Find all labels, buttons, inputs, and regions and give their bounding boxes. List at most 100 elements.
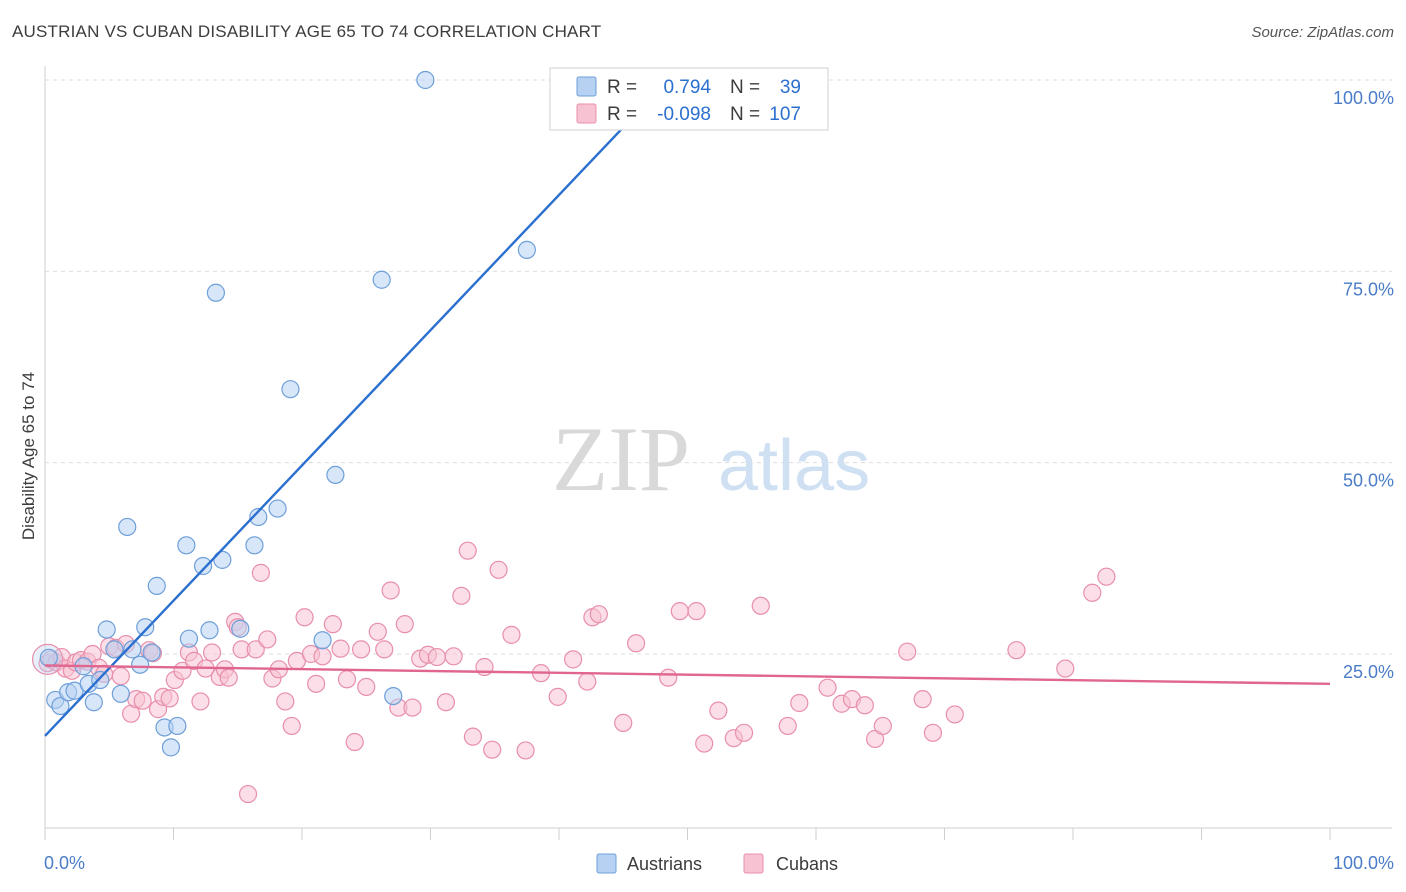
austrians-trend-line [44, 79, 670, 737]
cubans-point [111, 667, 130, 686]
austrians-point [517, 240, 536, 260]
legend-cubans-r-label: R = [607, 104, 637, 125]
x-tick-label-max: 100.0% [1333, 853, 1394, 873]
cubans-point [502, 625, 521, 644]
austrians-point [84, 693, 103, 712]
legend-austrians-r-value: 0.794 [663, 77, 711, 98]
legend-bottom-cubans-swatch [743, 853, 764, 874]
cubans-point [276, 692, 295, 711]
cubans-point [352, 640, 371, 659]
austrians-point [147, 576, 166, 595]
cubans-point [282, 716, 301, 736]
cubans-point [898, 642, 917, 661]
cubans-point [855, 696, 874, 715]
austrians-point [130, 655, 150, 674]
cubans-point [246, 640, 265, 659]
legend-bottom-austrians-label: Austrians [627, 854, 702, 874]
cubans-point [1083, 583, 1102, 602]
legend-bottom: Austrians Cubans [596, 853, 838, 874]
austrians-point [111, 684, 130, 703]
cubans-point [160, 689, 179, 708]
austrians-point [39, 648, 58, 667]
austrians-point [142, 643, 161, 662]
austrians-point [97, 620, 116, 639]
austrians-point [384, 686, 403, 706]
cubans-point [463, 727, 483, 746]
austrians-point [245, 536, 264, 555]
austrians-point [206, 283, 226, 302]
cubans-point [258, 630, 277, 649]
austrians-point [168, 716, 187, 736]
legend-top: R = 0.794 N = 39 R = -0.098 N = 107 [549, 67, 829, 131]
cubans-point [923, 723, 943, 742]
cubans-point [1007, 641, 1026, 660]
cubans-point [751, 596, 770, 615]
cubans-point [345, 732, 364, 752]
cubans-point [913, 690, 932, 709]
legend-bottom-austrians-swatch [596, 853, 617, 874]
legend-austrians-n-label: N = [730, 77, 760, 98]
watermark-zip: ZIP [552, 408, 690, 510]
cubans-point [564, 650, 583, 669]
cubans-point [945, 705, 964, 724]
cubans-point [734, 723, 754, 742]
cubans-point [331, 639, 350, 658]
austrians-point [200, 621, 219, 640]
cubans-point [589, 605, 608, 624]
austrians-point [51, 696, 70, 716]
gridlines [45, 79, 1392, 655]
cubans-point [381, 581, 400, 600]
cubans-point [483, 740, 502, 759]
austrians-point [268, 499, 287, 518]
cubans-point [458, 541, 477, 560]
cubans-point [375, 640, 394, 659]
legend-cubans-n-label: N = [730, 104, 760, 125]
cubans-point [436, 693, 456, 712]
legend-cubans-n-value: 107 [769, 104, 801, 125]
cubans-point [251, 563, 270, 582]
cubans-point [295, 608, 314, 627]
cubans-point [219, 668, 238, 687]
cubans-point [238, 784, 258, 804]
cubans-point [307, 674, 326, 693]
chart-title: AUSTRIAN VS CUBAN DISABILITY AGE 65 TO 7… [12, 22, 602, 41]
cubans-point [1097, 567, 1116, 586]
legend-austrians-swatch [576, 76, 597, 97]
x-tick-label-min: 0.0% [44, 853, 85, 873]
trend-lines [44, 79, 1331, 737]
austrians-point [179, 629, 199, 648]
austrians-point [313, 631, 332, 650]
cubans-point [873, 716, 892, 736]
cubans-point [516, 741, 535, 760]
austrians-point [105, 640, 124, 659]
austrians-point [416, 70, 435, 90]
austrians-point [161, 738, 181, 757]
cubans-point [357, 677, 376, 697]
cubans-point [790, 693, 809, 713]
cubans-point [614, 713, 633, 732]
cubans-point [427, 647, 447, 667]
austrians-point [326, 465, 345, 485]
cubans-point [323, 615, 342, 634]
y-tick-label: 75.0% [1343, 279, 1394, 299]
cubans-point [444, 647, 463, 666]
cubans-point [489, 560, 508, 579]
legend-austrians-n-value: 39 [780, 77, 801, 98]
watermark-atlas: atlas [718, 426, 870, 506]
cubans-point [313, 647, 332, 666]
cubans-point [709, 701, 728, 720]
cubans-points [31, 541, 1116, 804]
austrians-point [177, 536, 196, 555]
cubans-trend-line [44, 664, 1331, 686]
cubans-point [202, 643, 222, 662]
cubans-point [818, 678, 837, 697]
axes [44, 66, 1392, 840]
austrians-point [249, 507, 268, 527]
y-tick-label: 100.0% [1333, 88, 1394, 108]
cubans-point [403, 698, 422, 717]
chart-source: Source: ZipAtlas.com [1251, 24, 1394, 41]
cubans-point [368, 622, 387, 641]
legend-cubans-swatch [576, 103, 597, 124]
legend-austrians-r-label: R = [607, 77, 637, 98]
